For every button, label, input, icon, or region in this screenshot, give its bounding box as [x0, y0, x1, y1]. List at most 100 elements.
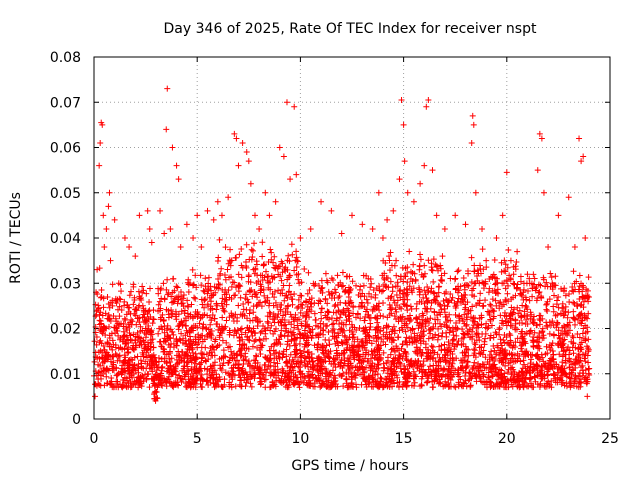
band-point-mark	[228, 348, 235, 355]
band-point-mark	[529, 293, 536, 300]
x-tick-label: 25	[601, 431, 619, 447]
band-point-mark	[332, 356, 339, 363]
band-point-mark	[548, 357, 555, 364]
band-point-mark	[270, 330, 277, 337]
band-point-mark	[540, 358, 547, 365]
band-point-mark	[93, 341, 100, 348]
band-point-mark	[362, 331, 369, 338]
band-point-mark	[326, 341, 333, 348]
band-point-mark	[463, 314, 470, 321]
band-point-mark	[237, 347, 244, 354]
band-point-mark	[348, 299, 355, 306]
band-point-mark	[201, 304, 208, 311]
band-point-mark	[128, 382, 135, 389]
x-tick-label: 0	[90, 431, 99, 447]
data-point	[235, 162, 242, 169]
band-point-mark	[396, 288, 403, 295]
band-point-mark	[228, 273, 235, 280]
band-point-mark	[319, 358, 326, 365]
band-point-mark	[445, 338, 452, 345]
band-point-mark	[349, 278, 356, 285]
data-point	[328, 207, 335, 214]
data-point	[102, 325, 109, 332]
band-point-mark	[403, 356, 410, 363]
band-point-mark	[407, 312, 414, 319]
band-point-mark	[194, 324, 201, 331]
band-point-mark	[193, 284, 200, 291]
band-point-mark	[128, 337, 135, 344]
band-point-mark	[469, 373, 476, 380]
band-point-mark	[469, 333, 476, 340]
band-point-mark	[531, 313, 538, 320]
band-point-mark	[251, 338, 258, 345]
band-point-mark	[101, 382, 108, 389]
band-point-mark	[333, 350, 340, 357]
band-point-mark	[340, 350, 347, 357]
band-point-mark	[309, 358, 316, 365]
band-point-mark	[181, 317, 188, 324]
band-point-mark	[465, 308, 472, 315]
band-point-mark	[101, 367, 108, 374]
band-point-mark	[565, 322, 572, 329]
band-point-mark	[346, 318, 353, 325]
band-point-mark	[382, 259, 389, 266]
band-point-mark	[185, 281, 192, 288]
band-point-mark	[517, 286, 524, 293]
x-tick-label: 5	[193, 431, 202, 447]
band-point-mark	[348, 321, 355, 328]
band-point-mark	[164, 276, 171, 283]
band-point-mark	[519, 334, 526, 341]
band-point-mark	[413, 300, 420, 307]
band-point-mark	[505, 282, 512, 289]
band-point-mark	[448, 363, 455, 370]
band-point-mark	[585, 336, 592, 343]
band-point-mark	[319, 370, 326, 377]
band-point-mark	[585, 294, 592, 301]
band-point-mark	[482, 330, 489, 337]
band-point-mark	[98, 354, 105, 361]
band-point-mark	[367, 365, 374, 372]
band-point-mark	[417, 383, 424, 390]
band-point-mark	[372, 352, 379, 359]
band-point-mark	[562, 308, 569, 315]
data-point	[280, 153, 287, 160]
band-point-mark	[390, 357, 397, 364]
band-point-mark	[236, 251, 243, 258]
band-point-mark	[337, 299, 344, 306]
band-point-mark	[250, 309, 257, 316]
band-point-mark	[487, 302, 494, 309]
band-point-mark	[461, 295, 468, 302]
band-point-mark	[140, 318, 147, 325]
band-point-mark	[201, 288, 208, 295]
band-point-mark	[271, 294, 278, 301]
band-point-mark	[269, 290, 276, 297]
band-point-mark	[544, 350, 551, 357]
band-point-mark	[413, 344, 420, 351]
band-point-mark	[372, 314, 379, 321]
band-point-mark	[465, 346, 472, 353]
band-point-mark	[160, 280, 167, 287]
band-point-mark	[317, 366, 324, 373]
band-point-mark	[528, 356, 535, 363]
band-point-mark	[340, 309, 347, 316]
band-point-mark	[110, 382, 117, 389]
band-point-mark	[488, 322, 495, 329]
band-point-mark	[166, 369, 173, 376]
band-point-mark	[312, 317, 319, 324]
y-tick-label: 0.08	[50, 50, 81, 66]
band-point-mark	[249, 343, 256, 350]
band-point-mark	[576, 334, 583, 341]
band-point-mark	[552, 312, 559, 319]
band-point-mark	[134, 353, 141, 360]
band-point-mark	[277, 273, 284, 280]
band-point-mark	[283, 305, 290, 312]
band-point-mark	[507, 332, 514, 339]
band-point-mark	[569, 344, 576, 351]
band-point-mark	[429, 267, 436, 274]
band-point-mark	[229, 279, 236, 286]
band-point-mark	[260, 286, 267, 293]
band-point-mark	[182, 350, 189, 357]
band-point-mark	[338, 338, 345, 345]
band-point-mark	[105, 301, 112, 308]
band-point-mark	[527, 309, 534, 316]
